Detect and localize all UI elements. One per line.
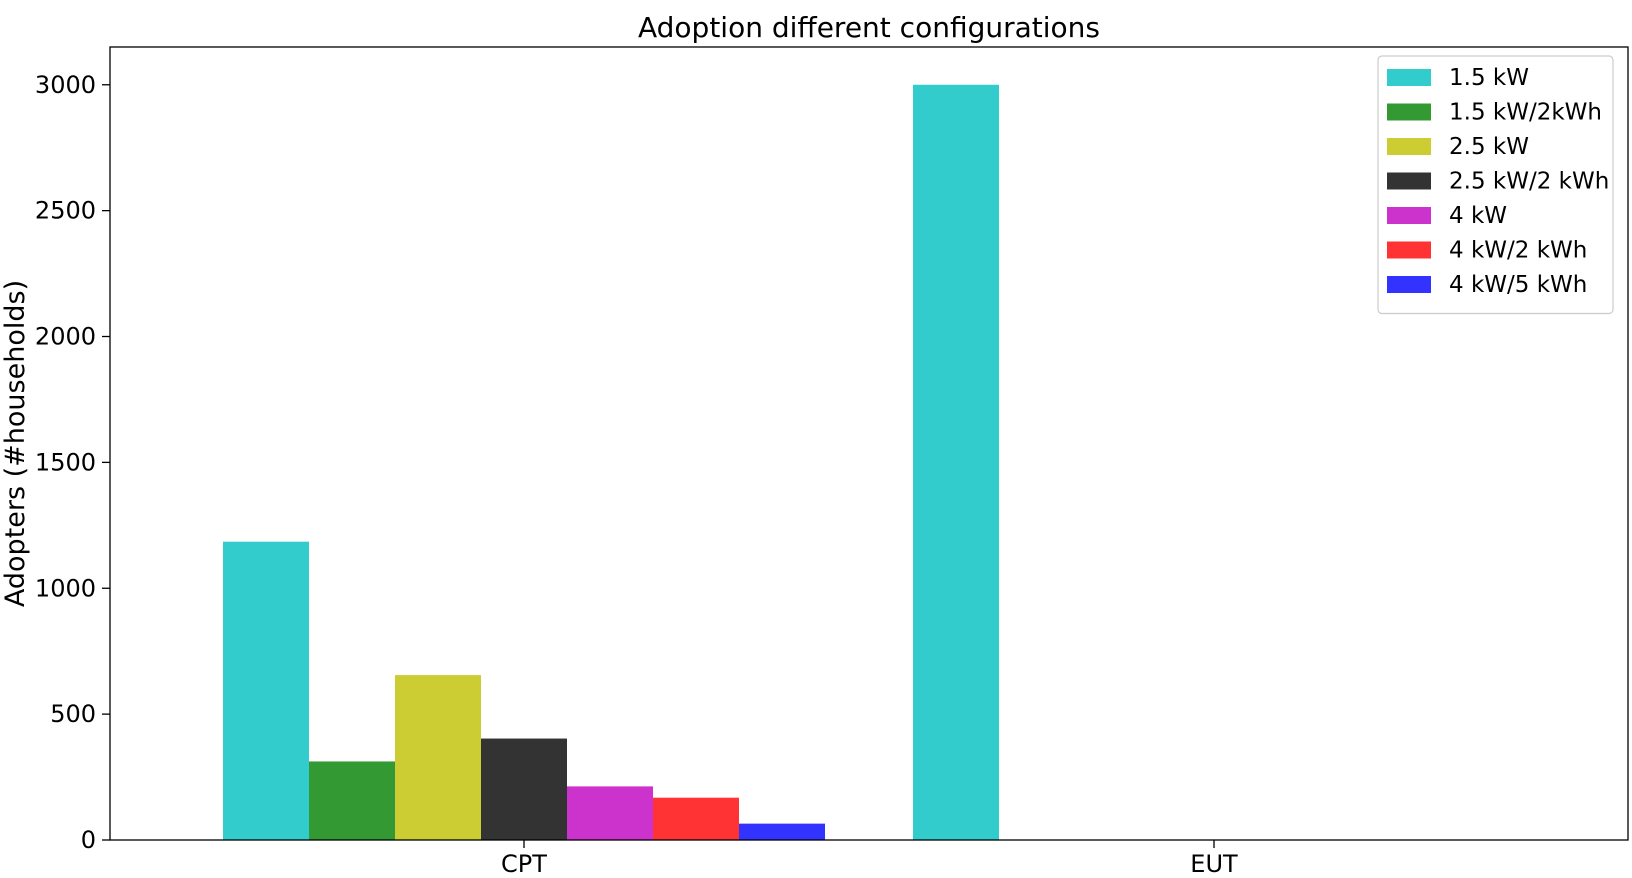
bar-cpt-series-3	[481, 738, 567, 840]
y-axis: 0 500 1000 1500 2000 2500 3000	[35, 71, 110, 854]
legend-label: 4 kW/5 kWh	[1449, 272, 1587, 298]
legend-swatch	[1387, 103, 1431, 121]
legend-label: 1.5 kW	[1449, 65, 1529, 91]
bar-cpt-series-4	[567, 786, 653, 840]
chart-title: Adoption different configurations	[638, 11, 1100, 44]
x-tick-label: EUT	[1190, 850, 1238, 878]
legend-swatch	[1387, 138, 1431, 155]
y-tick-label: 1500	[35, 448, 96, 476]
legend-swatch	[1387, 207, 1431, 224]
legend-label: 2.5 kW/2 kWh	[1449, 169, 1609, 195]
y-tick-label: 2000	[35, 323, 96, 351]
legend-label: 4 kW/2 kWh	[1449, 238, 1587, 264]
bar-cpt-series-5	[653, 797, 739, 840]
x-axis: CPT EUT	[501, 840, 1238, 878]
x-tick-label: CPT	[501, 850, 547, 878]
legend-label: 4 kW	[1449, 203, 1507, 229]
bar-cpt-series-6	[739, 823, 825, 840]
legend-label: 2.5 kW	[1449, 134, 1529, 160]
y-tick-label: 500	[50, 700, 96, 728]
y-tick-label: 1000	[35, 574, 96, 602]
bar-eut-series-0	[913, 84, 999, 840]
bars-group	[223, 84, 999, 840]
legend-box	[1377, 55, 1614, 315]
bar-cpt-series-1	[309, 761, 395, 840]
legend-swatch	[1387, 276, 1431, 293]
legend-swatch	[1387, 69, 1431, 86]
y-tick-label: 2500	[35, 197, 96, 225]
bar-cpt-series-2	[395, 675, 481, 840]
legend: 1.5 kW 1.5 kW/2kWh 2.5 kW 2.5 kW/2 kWh 4 kW 4…	[1377, 55, 1614, 315]
legend-swatch	[1387, 241, 1431, 259]
legend-label: 1.5 kW/2kWh	[1449, 100, 1602, 126]
y-axis-label: Adopters (#households)	[0, 280, 31, 607]
y-tick-label: 3000	[35, 71, 96, 99]
plot-frame	[109, 46, 1629, 841]
legend-swatch	[1387, 172, 1431, 190]
y-tick-label: 0	[81, 826, 96, 854]
bar-cpt-series-0	[223, 541, 309, 840]
